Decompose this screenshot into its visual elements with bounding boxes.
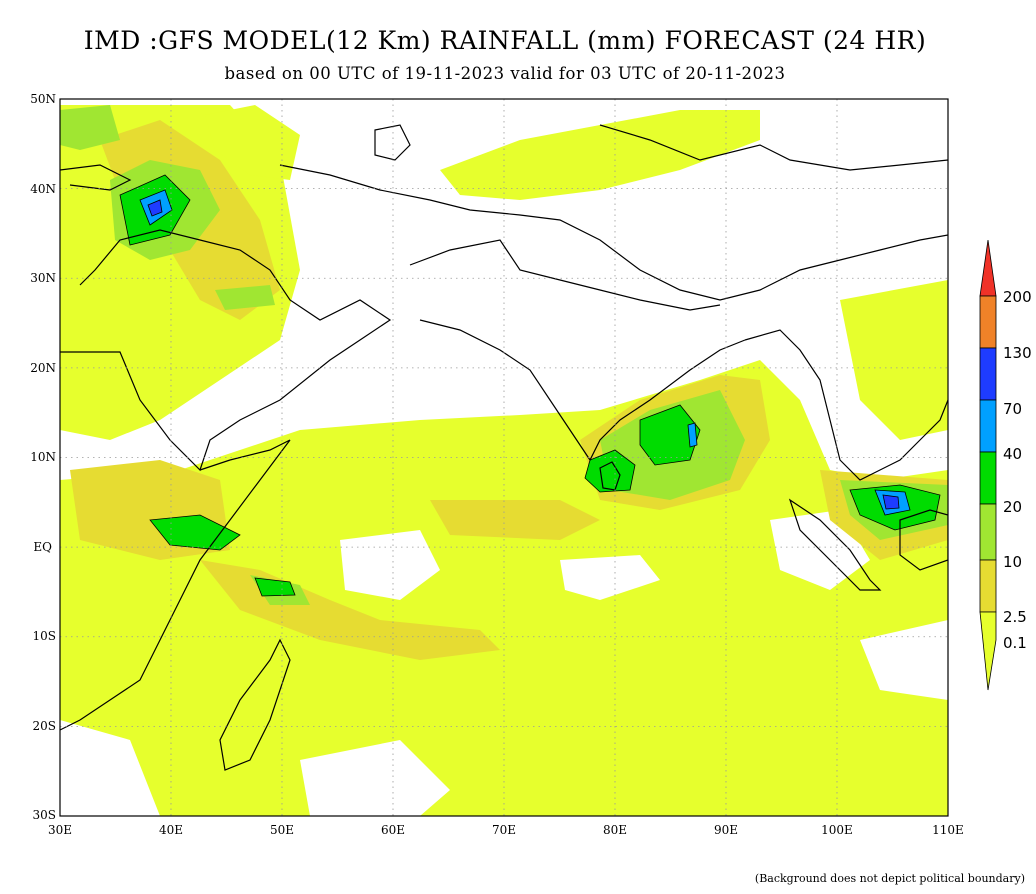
coastline-asia-north — [279, 164, 948, 301]
rain-extreme-area — [882, 494, 900, 510]
rain-moderate-area — [215, 285, 275, 310]
coastline-southeast-asia — [744, 329, 948, 481]
legend-label: 2.5 — [1003, 608, 1027, 626]
lon-tick-label: 50E — [270, 823, 294, 837]
coastlines — [60, 124, 948, 771]
lon-tick-label: 60E — [381, 823, 405, 837]
lat-tick-label: 10S — [33, 629, 57, 643]
rain-low-area — [430, 500, 600, 540]
rain-light-field — [440, 110, 760, 200]
rain-very-heavy-area — [687, 422, 698, 448]
lat-tick-labels: 50N 40N 30N 20N 10N EQ 10S 20S 30S — [30, 92, 56, 822]
map-gridlines — [60, 99, 948, 816]
coastline-black-sea — [60, 164, 132, 191]
lat-tick-label: EQ — [33, 540, 52, 554]
rain-light-field — [840, 280, 948, 440]
rain-moderate-area — [60, 105, 120, 150]
rainfall-field — [60, 105, 948, 816]
rain-heavy-area — [584, 449, 636, 493]
legend-arrow-200 — [979, 239, 997, 297]
legend-swatch-70 — [979, 347, 997, 401]
lon-tick-label: 110E — [932, 823, 964, 837]
political-boundary-note: (Background does not depict political bo… — [754, 872, 1025, 885]
rain-heavy-area — [639, 404, 701, 466]
map-frame — [59, 98, 949, 817]
legend-swatch-2-5 — [979, 559, 997, 613]
coastline-caspian — [374, 124, 411, 161]
legend-swatch-130 — [979, 295, 997, 349]
lon-tick-labels: 30E 40E 50E 60E 70E 80E 90E 100E 110E — [48, 823, 964, 837]
lon-tick-label: 70E — [492, 823, 516, 837]
lon-tick-label: 100E — [821, 823, 853, 837]
legend-label: 0.1 — [1003, 634, 1027, 652]
lat-tick-label: 10N — [30, 450, 56, 464]
lon-tick-label: 90E — [714, 823, 738, 837]
coastline-africa-arabia — [60, 229, 392, 472]
lon-tick-label: 80E — [603, 823, 627, 837]
rain-light-field — [60, 360, 948, 816]
rain-free-area — [560, 555, 660, 600]
map-subtitle: based on 00 UTC of 19-11-2023 valid for … — [224, 64, 786, 83]
legend-label: 10 — [1003, 553, 1022, 571]
lat-tick-label: 30N — [30, 271, 56, 285]
legend-label: 20 — [1003, 498, 1022, 516]
legend-swatch-10 — [979, 503, 997, 561]
legend-label: 130 — [1003, 344, 1032, 362]
rain-free-area — [300, 740, 450, 816]
rain-free-area — [340, 530, 440, 600]
legend-label: 40 — [1003, 445, 1022, 463]
lat-tick-label: 20S — [33, 719, 57, 733]
coastline-srilanka — [599, 461, 621, 491]
lat-tick-label: 40N — [30, 182, 56, 196]
lat-tick-label: 30S — [33, 808, 57, 822]
coastline-horn-africa — [60, 439, 291, 731]
border-central-asia — [599, 124, 948, 171]
lon-tick-label: 30E — [48, 823, 72, 837]
rain-heavy-area — [254, 577, 296, 597]
rain-light-field — [205, 105, 300, 180]
coastline-sumatra — [788, 498, 882, 591]
legend-swatch-20 — [979, 451, 997, 505]
legend-swatch-40 — [979, 399, 997, 453]
legend-label: 70 — [1003, 400, 1022, 418]
legend-label: 200 — [1003, 288, 1032, 306]
rainfall-legend: 200 130 70 40 20 10 2.5 0.1 — [979, 239, 1032, 691]
border-south-asia — [409, 239, 721, 311]
coastline-india — [419, 319, 746, 462]
lon-tick-label: 40E — [159, 823, 183, 837]
map-title: IMD :GFS MODEL(12 Km) RAINFALL (mm) FORE… — [83, 26, 927, 55]
legend-arrow-0-1 — [979, 611, 997, 691]
coastline-borneo — [899, 509, 948, 571]
rain-extreme-area — [147, 199, 163, 217]
lat-tick-label: 20N — [30, 361, 56, 375]
coastline-madagascar — [219, 638, 291, 771]
lat-tick-label: 50N — [30, 92, 56, 106]
rain-free-area — [860, 620, 948, 700]
rain-heavy-area — [149, 514, 241, 551]
